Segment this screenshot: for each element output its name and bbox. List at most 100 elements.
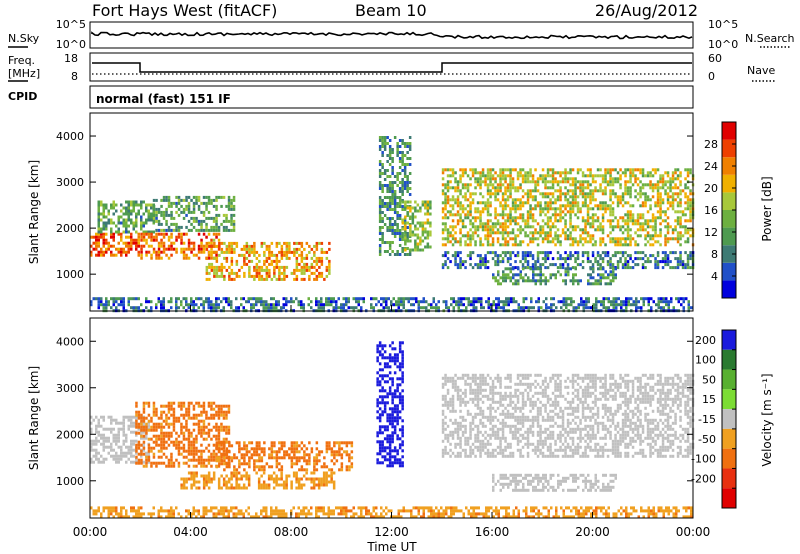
velocity-cbar-tick-label-1: 100 [695,354,716,367]
time-axis-label: Time UT [366,540,417,554]
power-cbar-tick-label-1: 8 [711,248,718,261]
freq-trace [92,62,692,73]
power-cbar-tick-label-5: 24 [704,160,718,173]
power-colorbar-swatch-6 [722,174,736,193]
xtick-label-5: 20:00 [575,525,610,539]
velocity-cbar-tick-label-5: -50 [698,433,716,446]
power-ytick-label-0: 1000 [56,268,84,281]
power-ytick-label-2: 3000 [56,176,84,189]
nsky-label: N.Sky [8,32,40,45]
power-ylabel: Slant Range [km] [27,160,41,264]
power-echo-region-3 [152,195,236,232]
power-colorbar: 4 8 12 16 20 24 28 [704,121,737,299]
cpid-text: normal (fast) 151 IF [96,92,231,106]
velocity-cbar-tick-label-7: -200 [691,472,716,485]
power-colorbar-swatch-2 [722,245,736,263]
power-colorbar-label: Power [dB] [760,176,774,241]
nsearch-tick-top: 10^5 [708,18,738,31]
nsky-trace [91,31,693,40]
power-colorbar-swatch-7 [722,157,736,175]
xtick-label-0: 00:00 [73,525,108,539]
velocity-colorbar-swatch-1 [722,349,736,370]
velocity-ylabel: Slant Range [km] [27,366,41,470]
power-echo-region-6 [401,200,432,252]
beam-title: Beam 10 [355,1,427,20]
power-echo-data [90,136,695,313]
power-colorbar-swatch-1 [722,262,736,281]
power-cbar-tick-label-4: 20 [704,182,718,195]
date-title: 26/Aug/2012 [595,1,698,20]
freq-label-2: [MHz] [8,67,40,80]
velocity-echo-region-6 [492,473,617,492]
nsky-tick-top: 10^5 [56,18,86,31]
power-echo-region-4 [205,241,331,281]
power-colorbar-swatch-4 [722,210,736,228]
velocity-colorbar-swatch-7 [722,468,736,489]
velocity-echo-region-3 [180,471,336,490]
power-colorbar-swatch-0 [722,280,736,298]
velocity-colorbar-swatch-8 [722,488,736,508]
velocity-echo-region-1 [135,401,231,468]
velocity-y-axis: 1000 2000 3000 4000 [56,335,693,488]
power-ytick-label-1: 2000 [56,222,84,235]
velocity-echo-region-5 [441,373,695,458]
velocity-ytick-label-3: 4000 [56,335,84,348]
power-ytick-label-3: 4000 [56,130,84,143]
nave-tick-bottom: 0 [708,70,715,83]
velocity-colorbar-swatch-6 [722,448,736,469]
velocity-echo-region-7 [90,506,693,519]
power-cbar-tick-label-2: 12 [704,226,718,239]
velocity-ytick-label-1: 2000 [56,428,84,441]
xtick-label-2: 08:00 [274,525,309,539]
power-colorbar-swatch-5 [722,192,736,210]
velocity-colorbar-frame [721,329,737,509]
time-axis: 00:00 04:00 08:00 12:00 16:00 20:00 00:00 [73,305,711,539]
power-y-axis: 1000 2000 3000 4000 [56,130,693,281]
velocity-echo-region-4 [376,341,404,468]
xtick-label-3: 12:00 [374,525,409,539]
cpid-panel-frame [89,85,694,109]
velocity-cbar-tick-label-3: 15 [702,393,716,406]
xtick-label-4: 16:00 [475,525,510,539]
freq-panel-frame [89,52,694,82]
xtick-label-1: 04:00 [173,525,208,539]
nsky-panel-frame [89,21,694,49]
nave-tick-top: 60 [708,52,722,65]
nsky-tick-bottom: 10^0 [56,38,86,51]
power-cbar-tick-label-0: 4 [711,270,718,283]
station-title: Fort Hays West (fitACF) [92,1,277,20]
power-echo-region-7 [441,168,695,247]
velocity-cbar-tick-label-4: -15 [698,413,716,426]
velocity-colorbar-swatch-0 [722,330,736,350]
velocity-echo-region-2 [215,441,354,472]
nsearch-label: N.Search [745,32,795,45]
velocity-ytick-label-2: 3000 [56,382,84,395]
nave-label: Nave [747,64,775,77]
freq-label-1: Freq. [8,54,35,67]
nsearch-tick-bottom: 10^0 [708,38,738,51]
velocity-colorbar-swatch-3 [722,389,736,410]
velocity-colorbar-label: Velocity [m s⁻¹] [760,373,774,466]
velocity-cbar-tick-label-0: 200 [695,334,716,347]
velocity-cbar-tick-label-6: -100 [691,453,716,466]
freq-tick-top: 18 [64,52,78,65]
power-cbar-tick-label-3: 16 [704,204,718,217]
power-echo-region-0 [90,232,140,257]
velocity-colorbar-swatch-2 [722,369,736,390]
cpid-label: CPID [8,90,37,103]
velocity-colorbar-swatch-5 [722,428,736,449]
velocity-ytick-label-0: 1000 [56,475,84,488]
velocity-colorbar-swatch-4 [722,409,736,429]
power-echo-region-9 [492,267,617,286]
power-echo-region-8 [441,251,695,270]
xtick-label-6: 00:00 [676,525,711,539]
velocity-echo-data [90,341,695,519]
power-echo-region-1 [97,200,155,234]
power-colorbar-swatch-8 [722,139,736,158]
velocity-cbar-tick-label-2: 50 [702,373,716,386]
freq-tick-bottom: 8 [71,70,78,83]
power-cbar-tick-label-6: 28 [704,138,718,151]
power-colorbar-swatch-9 [722,122,736,140]
power-colorbar-swatch-3 [722,227,736,246]
